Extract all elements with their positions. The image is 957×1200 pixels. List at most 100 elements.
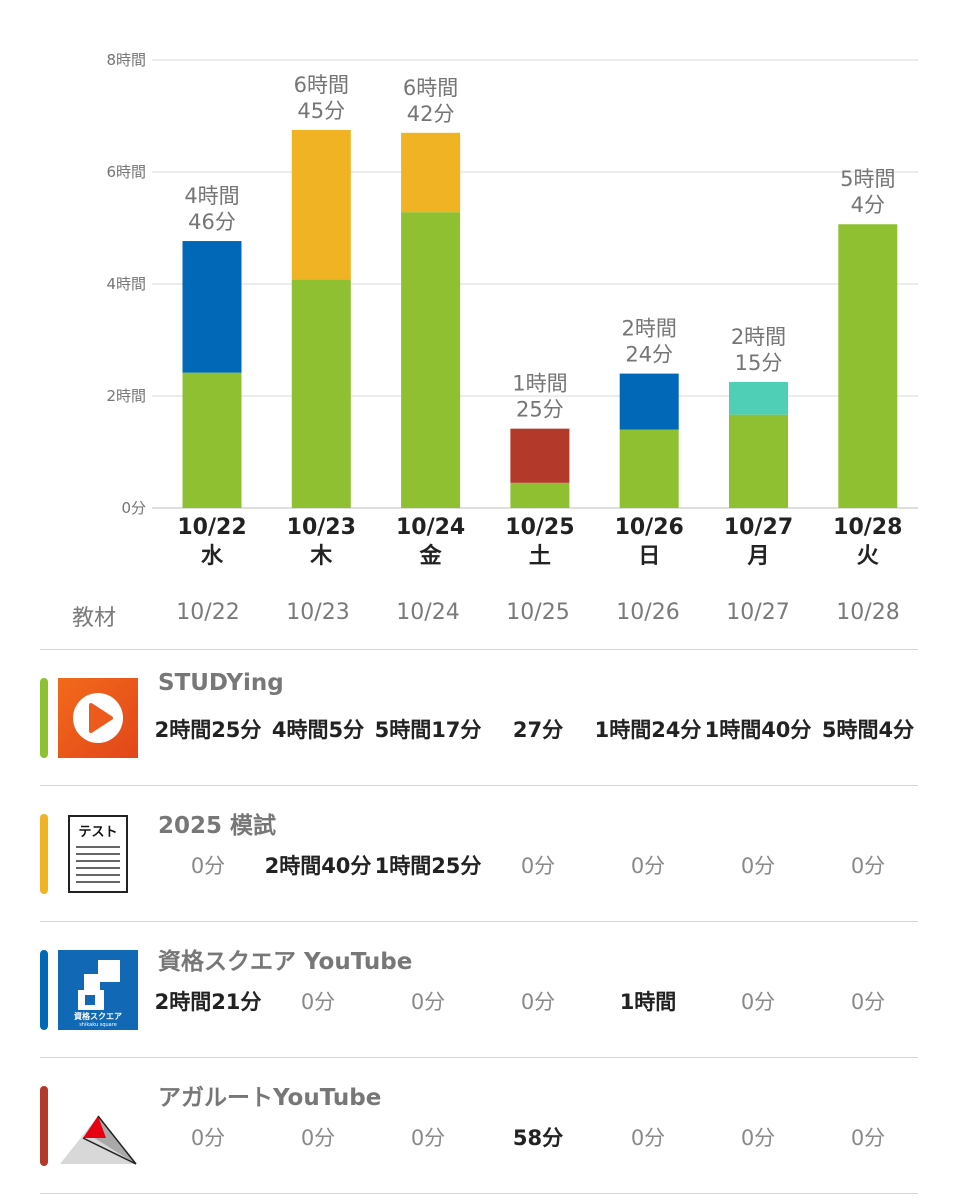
time-cell: 0分 <box>190 854 226 878</box>
x-weekday-label: 土 <box>529 544 551 569</box>
bar-segment <box>838 224 898 509</box>
bar-segment <box>510 482 570 508</box>
material-row-mock-exam[interactable]: テスト 2025 模試 0分 2時間40 分 1時間25 分 0分 0分 0分 0分 <box>40 786 918 922</box>
logo-subtext: shikaku square <box>79 1022 117 1028</box>
x-weekday-label: 金 <box>419 543 443 569</box>
time-cell: 5時間17 分 <box>374 718 482 742</box>
header-label: 教材 <box>72 606 117 631</box>
y-tick-label: 6時間 <box>106 163 146 181</box>
time-cell: 2時間25 分 <box>154 718 262 742</box>
material-name: アガルートYouTube <box>158 1085 382 1111</box>
bar-segment <box>401 212 461 509</box>
shikaku-square-logo-icon: 資格スクエア shikaku square <box>58 950 138 1030</box>
time-cell: 1時間24 分 <box>594 718 702 742</box>
bar-total-label: 2時間 <box>731 325 786 349</box>
x-weekday-label: 月 <box>746 544 769 569</box>
bar-segment <box>182 241 242 373</box>
logo-text: 資格スクエア <box>74 1011 122 1021</box>
bar-segment <box>619 373 679 430</box>
x-weekday-label: 日 <box>638 544 660 569</box>
time-cell: 5時間4 分 <box>821 718 915 742</box>
time-cell: 0分 <box>520 990 556 1014</box>
x-date-label: 10/22 <box>177 515 246 540</box>
time-cell: 4時間5 分 <box>271 718 365 742</box>
time-cell: 0分 <box>520 854 556 878</box>
series-color-bar <box>40 1086 48 1166</box>
time-cell: 0分 <box>850 990 886 1014</box>
bar-total-label: 25分 <box>516 398 564 422</box>
time-cell: 1時間 <box>619 990 677 1014</box>
x-weekday-label: 木 <box>309 544 333 569</box>
header-date: 10/24 <box>396 600 460 625</box>
bar-total-label: 2時間 <box>622 317 677 341</box>
time-cell: 58分 <box>512 1126 564 1150</box>
time-cell: 0分 <box>740 1126 776 1150</box>
y-tick-label: 4時間 <box>106 275 146 293</box>
bar-segment <box>291 130 351 280</box>
bar-total-label: 6時間 <box>403 76 458 100</box>
bar-total-label: 45分 <box>297 99 345 123</box>
series-color-bar <box>40 950 48 1030</box>
x-date-label: 10/23 <box>287 515 356 540</box>
y-tick-label: 8時間 <box>106 51 146 69</box>
daily-study-time-chart: 0分2時間4時間6時間8時間4時間46分10/22水6時間45分10/23木6時… <box>106 51 918 569</box>
agaroot-triangle-logo-icon <box>58 1086 138 1166</box>
bar-total-label: 46分 <box>188 210 236 234</box>
header-date: 10/28 <box>836 600 900 625</box>
bar-total-label: 6時間 <box>294 73 349 97</box>
bar-total-label: 15分 <box>735 351 783 375</box>
logo-text: テスト <box>78 825 117 840</box>
bar-total-label: 5時間 <box>840 167 895 191</box>
y-tick-label: 2時間 <box>106 387 146 405</box>
time-cell: 0分 <box>630 854 666 878</box>
time-cell: 0分 <box>740 990 776 1014</box>
bar-segment <box>510 428 570 483</box>
time-cell: 0分 <box>410 990 446 1014</box>
x-date-label: 10/26 <box>615 515 684 540</box>
time-cell: 0分 <box>190 1126 226 1150</box>
time-cell: 0分 <box>300 1126 336 1150</box>
material-row-agaroot[interactable]: アガルートYouTube 0分 0分 0分 58分 0分 0分 0分 <box>40 1058 918 1194</box>
x-date-label: 10/27 <box>724 515 793 540</box>
header-date: 10/23 <box>286 600 350 625</box>
x-weekday-label: 水 <box>201 544 224 569</box>
time-cell: 2時間40 分 <box>264 854 372 878</box>
material-name: 2025 模試 <box>158 813 277 839</box>
time-cell: 27分 <box>512 718 564 742</box>
bar-segment <box>729 382 788 415</box>
series-color-bar <box>40 814 48 894</box>
play-icon <box>58 678 138 758</box>
time-cell: 0分 <box>850 854 886 878</box>
x-date-label: 10/24 <box>396 515 465 540</box>
header-date: 10/26 <box>616 600 680 625</box>
material-row-shikaku-square[interactable]: 資格スクエア shikaku square 資格スクエア YouTube 2時間… <box>40 922 918 1058</box>
bar-segment <box>182 372 242 508</box>
time-cell: 1時間40 分 <box>704 718 812 742</box>
x-date-label: 10/28 <box>833 515 902 540</box>
series-color-bar <box>40 678 48 758</box>
time-cell: 2時間21 分 <box>154 990 262 1014</box>
x-date-label: 10/25 <box>505 515 574 540</box>
bar-total-label: 42分 <box>407 102 455 126</box>
time-cell: 0分 <box>300 990 336 1014</box>
bar-segment <box>291 279 351 508</box>
material-row-studying[interactable]: STUDYing 2時間25 分 4時間5 分 5時間17 分 27分 1時間24 分 … <box>40 650 918 786</box>
header-date: 10/27 <box>726 600 790 625</box>
bar-total-label: 24分 <box>625 343 673 367</box>
header-date: 10/22 <box>176 600 240 625</box>
bar-segment <box>729 414 788 508</box>
material-name: 資格スクエア YouTube <box>158 949 413 975</box>
time-cell: 0分 <box>850 1126 886 1150</box>
bar-segment <box>619 429 679 508</box>
x-weekday-label: 火 <box>857 544 879 569</box>
time-cell: 0分 <box>410 1126 446 1150</box>
bar-segment <box>401 132 461 213</box>
bar-total-label: 4時間 <box>184 184 239 208</box>
time-cell: 1時間25 分 <box>374 854 482 878</box>
y-tick-label: 0分 <box>121 499 146 517</box>
time-cell: 0分 <box>740 854 776 878</box>
bar-total-label: 1時間 <box>512 372 567 396</box>
table-header: 教材 10/22 10/23 10/24 10/25 10/26 10/27 1… <box>40 590 918 650</box>
header-date: 10/25 <box>506 600 570 625</box>
time-cell: 0分 <box>630 1126 666 1150</box>
